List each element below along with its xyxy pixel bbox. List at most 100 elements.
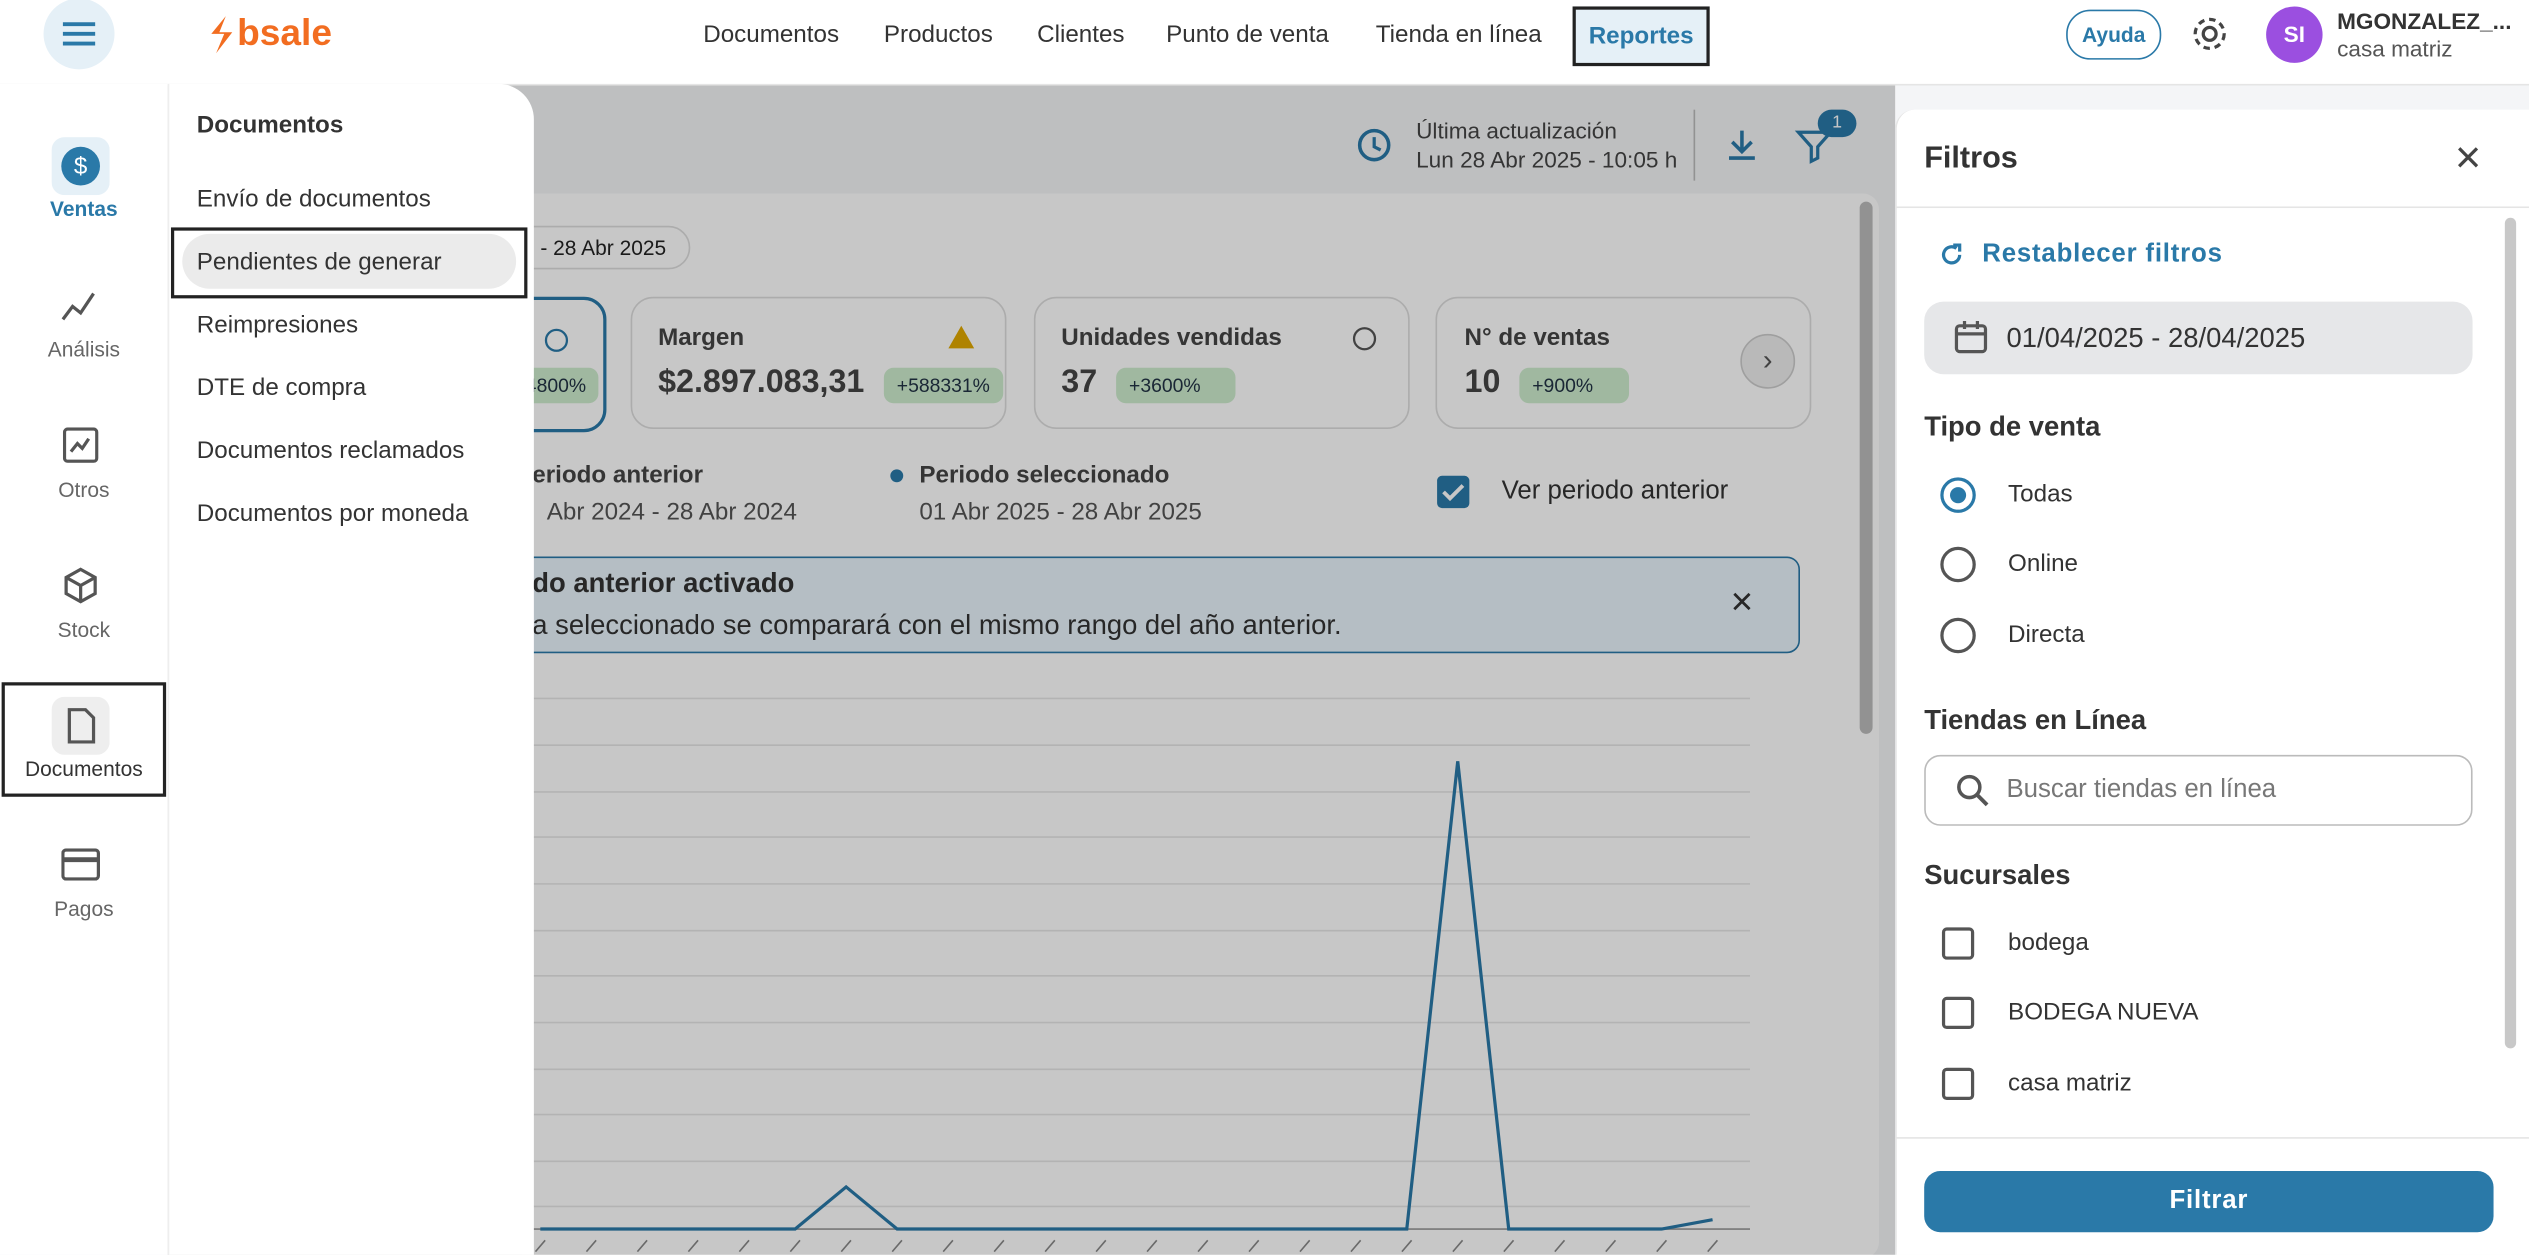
nav-item[interactable]: Documentos <box>703 20 840 49</box>
x-axis-tick <box>1707 1239 1719 1253</box>
help-icon <box>1352 327 1377 351</box>
svg-text:$: $ <box>74 153 88 180</box>
x-axis-tick <box>1044 1239 1056 1253</box>
reset-filters[interactable]: Restablecer filtros <box>1982 240 2223 268</box>
sales-chart <box>532 697 1750 1253</box>
x-axis-tick <box>1197 1239 1209 1253</box>
settings-button[interactable] <box>2190 15 2229 54</box>
x-axis-tick <box>1656 1239 1668 1253</box>
sidebar-icon <box>61 292 95 321</box>
x-axis-tick <box>687 1239 699 1253</box>
search-placeholder: Buscar tiendas en línea <box>2006 775 2277 804</box>
card-value: $2.897.083,31 <box>658 364 865 400</box>
section-title: Tiendas en Línea <box>1924 704 2147 736</box>
help-button[interactable]: Ayuda <box>2066 9 2162 60</box>
filters-panel <box>1895 109 2529 1255</box>
sidebar-item[interactable]: Otros <box>58 477 110 502</box>
legend-previous-range: Abr 2024 - 28 Abr 2024 <box>546 498 797 526</box>
sidebar-item[interactable]: Análisis <box>47 337 120 362</box>
previous-period-label: Ver periodo anterior <box>1501 477 1729 505</box>
checkbox-label: BODEGA NUEVA <box>2008 998 2199 1026</box>
sidebar-item[interactable]: Ventas <box>50 196 118 221</box>
sidebar-icon <box>62 427 99 463</box>
checkbox[interactable] <box>1941 927 1975 960</box>
checkbox[interactable] <box>1941 996 1975 1030</box>
legend-selected-label: Periodo seleccionado <box>919 461 1170 489</box>
date-range-field[interactable] <box>1924 301 2473 375</box>
help-icon <box>544 328 569 352</box>
x-axis-tick <box>1503 1239 1515 1253</box>
filter-badge: 1 <box>1817 109 1857 138</box>
filter-submit[interactable]: Filtrar <box>1924 1170 2494 1233</box>
x-axis-tick <box>636 1239 648 1253</box>
x-axis-tick <box>1146 1239 1158 1253</box>
last-update-value: Lun 28 Abr 2025 - 10:05 h <box>1416 146 1678 173</box>
divider <box>1895 1137 2529 1139</box>
menu-item[interactable]: Envío de documentos <box>196 185 431 213</box>
x-axis-tick <box>1554 1239 1566 1253</box>
card-title: N° de ventas <box>1464 324 1611 352</box>
previous-period-checkbox[interactable] <box>1435 474 1470 509</box>
next-card-button[interactable]: › <box>1740 333 1796 389</box>
nav-item[interactable]: Tienda en línea <box>1375 20 1542 49</box>
banner-text: a seleccionado se comparará con el mismo… <box>532 609 1342 641</box>
menu-item[interactable]: Reimpresiones <box>196 311 359 339</box>
sidebar-icon: $ <box>51 137 110 196</box>
divider <box>1895 206 2529 209</box>
x-axis-tick <box>789 1239 801 1253</box>
radio-label: Online <box>2008 549 2078 578</box>
avatar[interactable]: SI <box>2266 6 2323 63</box>
card-title: Margen <box>658 324 745 352</box>
info-banner <box>467 556 1800 654</box>
reset-icon <box>1941 243 1962 265</box>
radio[interactable] <box>1940 617 1976 654</box>
legend-selected-range: 01 Abr 2025 - 28 Abr 2025 <box>919 498 1202 526</box>
x-axis-tick <box>1248 1239 1260 1253</box>
search-input[interactable] <box>1924 754 2473 826</box>
menu-button[interactable] <box>43 0 115 71</box>
user-name: MGONZALEZ_... <box>2337 8 2512 34</box>
x-axis-tick <box>840 1239 852 1253</box>
nav-item[interactable]: Productos <box>883 20 993 49</box>
menu-item[interactable]: Documentos por moneda <box>196 499 469 528</box>
close-filters[interactable]: × <box>2454 132 2482 183</box>
last-update-label: Última actualización <box>1416 117 1617 144</box>
x-axis-tick <box>942 1239 954 1253</box>
card-change: 4800% <box>512 367 599 404</box>
sidebar-icon <box>51 696 110 755</box>
download-button[interactable] <box>1723 126 1762 165</box>
checkbox[interactable] <box>1941 1067 1975 1100</box>
x-axis-tick <box>1299 1239 1311 1253</box>
card-change: +3600% <box>1116 367 1237 404</box>
nav-item[interactable]: Reportes <box>1572 6 1710 67</box>
sidebar-item[interactable]: Stock <box>57 617 111 642</box>
sales-line <box>540 761 1713 1231</box>
menu-item[interactable]: DTE de compra <box>196 374 367 402</box>
sidebar <box>0 83 168 1255</box>
sidebar-item[interactable]: Pagos <box>54 896 114 921</box>
scrollbar[interactable] <box>1859 201 1873 734</box>
radio[interactable] <box>1940 477 1976 513</box>
sidebar-item[interactable]: Documentos <box>24 756 143 781</box>
banner-close[interactable]: × <box>1730 580 1754 625</box>
card[interactable] <box>1033 296 1410 430</box>
menu-selection <box>170 227 528 299</box>
calendar-icon <box>1954 320 1988 354</box>
sidebar-selection <box>1 682 167 797</box>
menu-item[interactable]: Pendientes de generar <box>196 248 442 276</box>
radio[interactable] <box>1940 546 1976 583</box>
nav-item[interactable]: Punto de venta <box>1166 20 1329 49</box>
x-axis-tick <box>1605 1239 1617 1253</box>
radio-label: Directa <box>2008 620 2085 649</box>
section-title: Tipo de venta <box>1924 411 2101 442</box>
filters-scrollbar[interactable] <box>2504 217 2517 1049</box>
card[interactable] <box>630 296 1007 430</box>
banner-title: do anterior activado <box>532 567 795 599</box>
nav-item[interactable]: Clientes <box>1037 20 1125 49</box>
logo-icon <box>211 16 233 54</box>
menu-item[interactable]: Documentos reclamados <box>196 437 465 465</box>
history-icon <box>1357 128 1391 162</box>
card-title: Unidades vendidas <box>1061 324 1282 352</box>
x-axis-tick <box>1401 1239 1413 1253</box>
